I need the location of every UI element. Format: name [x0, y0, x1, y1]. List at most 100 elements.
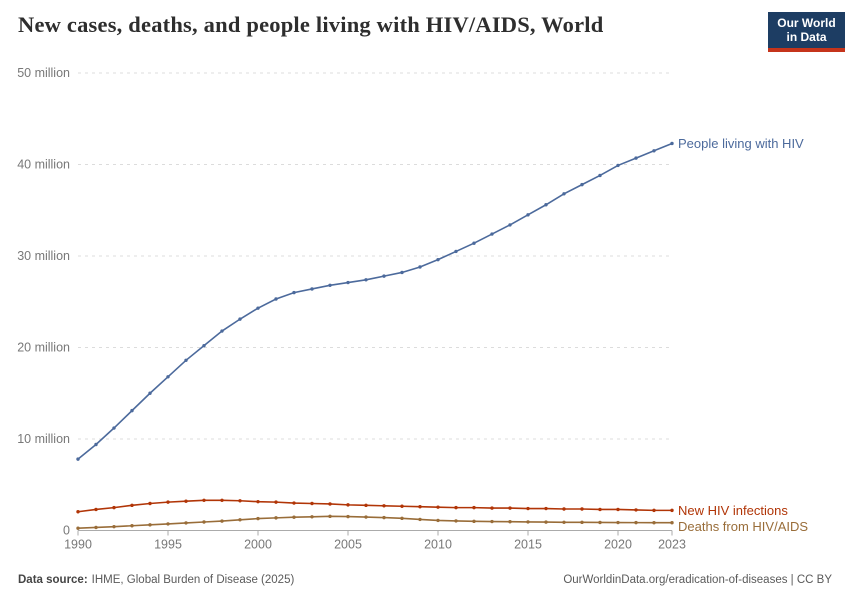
- data-point[interactable]: [526, 520, 530, 524]
- data-point[interactable]: [472, 505, 476, 510]
- data-point[interactable]: [292, 501, 296, 505]
- data-point[interactable]: [346, 503, 350, 507]
- data-point[interactable]: [256, 499, 260, 504]
- data-point[interactable]: [292, 515, 296, 519]
- data-point[interactable]: [148, 523, 152, 527]
- data-point[interactable]: [202, 343, 206, 348]
- data-point[interactable]: [634, 520, 638, 525]
- data-point[interactable]: [598, 520, 602, 525]
- data-point[interactable]: [256, 306, 260, 310]
- data-point[interactable]: [274, 500, 278, 504]
- data-point[interactable]: [652, 149, 656, 153]
- data-point[interactable]: [130, 408, 134, 413]
- data-point[interactable]: [400, 270, 404, 275]
- data-point[interactable]: [436, 505, 440, 509]
- data-point[interactable]: [166, 375, 170, 379]
- data-point[interactable]: [454, 505, 458, 510]
- data-point[interactable]: [670, 508, 674, 513]
- data-point[interactable]: [346, 514, 350, 519]
- data-point[interactable]: [670, 521, 674, 525]
- data-point[interactable]: [382, 274, 386, 278]
- data-point[interactable]: [148, 501, 152, 506]
- data-point[interactable]: [166, 522, 170, 526]
- data-point[interactable]: [256, 516, 260, 521]
- data-point[interactable]: [238, 499, 242, 503]
- data-point[interactable]: [328, 283, 332, 287]
- data-point[interactable]: [580, 182, 584, 187]
- data-point[interactable]: [310, 501, 314, 506]
- series-line-deaths-from-hiv-aids[interactable]: [77, 515, 672, 530]
- data-point[interactable]: [166, 500, 170, 504]
- data-point[interactable]: [94, 442, 98, 447]
- data-point[interactable]: [472, 241, 476, 245]
- data-point[interactable]: [544, 520, 548, 524]
- owid-logo[interactable]: Our World in Data: [768, 12, 845, 52]
- data-point[interactable]: [364, 515, 368, 519]
- footer-link[interactable]: OurWorldinData.org/eradication-of-diseas…: [563, 574, 832, 586]
- data-point[interactable]: [634, 156, 638, 160]
- data-point[interactable]: [76, 510, 80, 514]
- data-point[interactable]: [130, 503, 134, 508]
- data-point[interactable]: [436, 257, 440, 262]
- data-point[interactable]: [634, 508, 638, 512]
- data-point[interactable]: [544, 203, 548, 207]
- data-point[interactable]: [562, 507, 566, 511]
- data-point[interactable]: [400, 504, 404, 508]
- data-point[interactable]: [94, 525, 98, 530]
- data-point[interactable]: [220, 498, 224, 503]
- data-point[interactable]: [202, 520, 206, 524]
- data-point[interactable]: [598, 507, 602, 512]
- data-point[interactable]: [508, 223, 512, 227]
- data-point[interactable]: [508, 506, 512, 510]
- data-point[interactable]: [526, 213, 530, 217]
- data-point[interactable]: [454, 519, 458, 523]
- data-point[interactable]: [112, 426, 116, 430]
- data-point[interactable]: [382, 504, 386, 508]
- data-point[interactable]: [418, 505, 422, 509]
- data-point[interactable]: [616, 163, 620, 168]
- data-point[interactable]: [490, 519, 494, 524]
- data-point[interactable]: [310, 287, 314, 291]
- data-point[interactable]: [220, 519, 224, 523]
- data-point[interactable]: [184, 358, 188, 363]
- data-point[interactable]: [364, 503, 368, 508]
- data-point[interactable]: [580, 520, 584, 525]
- data-point[interactable]: [112, 505, 116, 510]
- data-point[interactable]: [472, 519, 476, 524]
- data-point[interactable]: [400, 516, 404, 521]
- data-point[interactable]: [274, 297, 278, 301]
- data-point[interactable]: [490, 232, 494, 236]
- data-point[interactable]: [436, 518, 440, 523]
- data-point[interactable]: [184, 499, 188, 503]
- data-point[interactable]: [454, 249, 458, 254]
- data-point[interactable]: [616, 520, 620, 525]
- data-point[interactable]: [94, 507, 98, 512]
- data-point[interactable]: [652, 521, 656, 525]
- data-point[interactable]: [382, 515, 386, 520]
- data-point[interactable]: [202, 498, 206, 503]
- data-point[interactable]: [598, 173, 602, 178]
- data-point[interactable]: [364, 278, 368, 282]
- data-point[interactable]: [616, 507, 620, 512]
- data-point[interactable]: [76, 526, 80, 530]
- series-line-new-hiv-infections[interactable]: [77, 499, 672, 513]
- data-point[interactable]: [652, 508, 656, 513]
- data-point[interactable]: [76, 457, 80, 461]
- data-point[interactable]: [670, 141, 674, 146]
- data-point[interactable]: [130, 524, 134, 528]
- data-point[interactable]: [544, 506, 548, 511]
- data-point[interactable]: [310, 515, 314, 519]
- data-point[interactable]: [418, 265, 422, 269]
- data-point[interactable]: [238, 317, 242, 321]
- data-point[interactable]: [238, 518, 242, 522]
- data-point[interactable]: [526, 506, 530, 511]
- data-point[interactable]: [508, 520, 512, 524]
- data-point[interactable]: [328, 514, 332, 519]
- data-point[interactable]: [346, 280, 350, 285]
- data-point[interactable]: [184, 521, 188, 525]
- data-point[interactable]: [274, 516, 278, 520]
- data-point[interactable]: [490, 506, 494, 510]
- data-point[interactable]: [580, 507, 584, 511]
- data-point[interactable]: [292, 290, 296, 295]
- data-point[interactable]: [112, 524, 116, 529]
